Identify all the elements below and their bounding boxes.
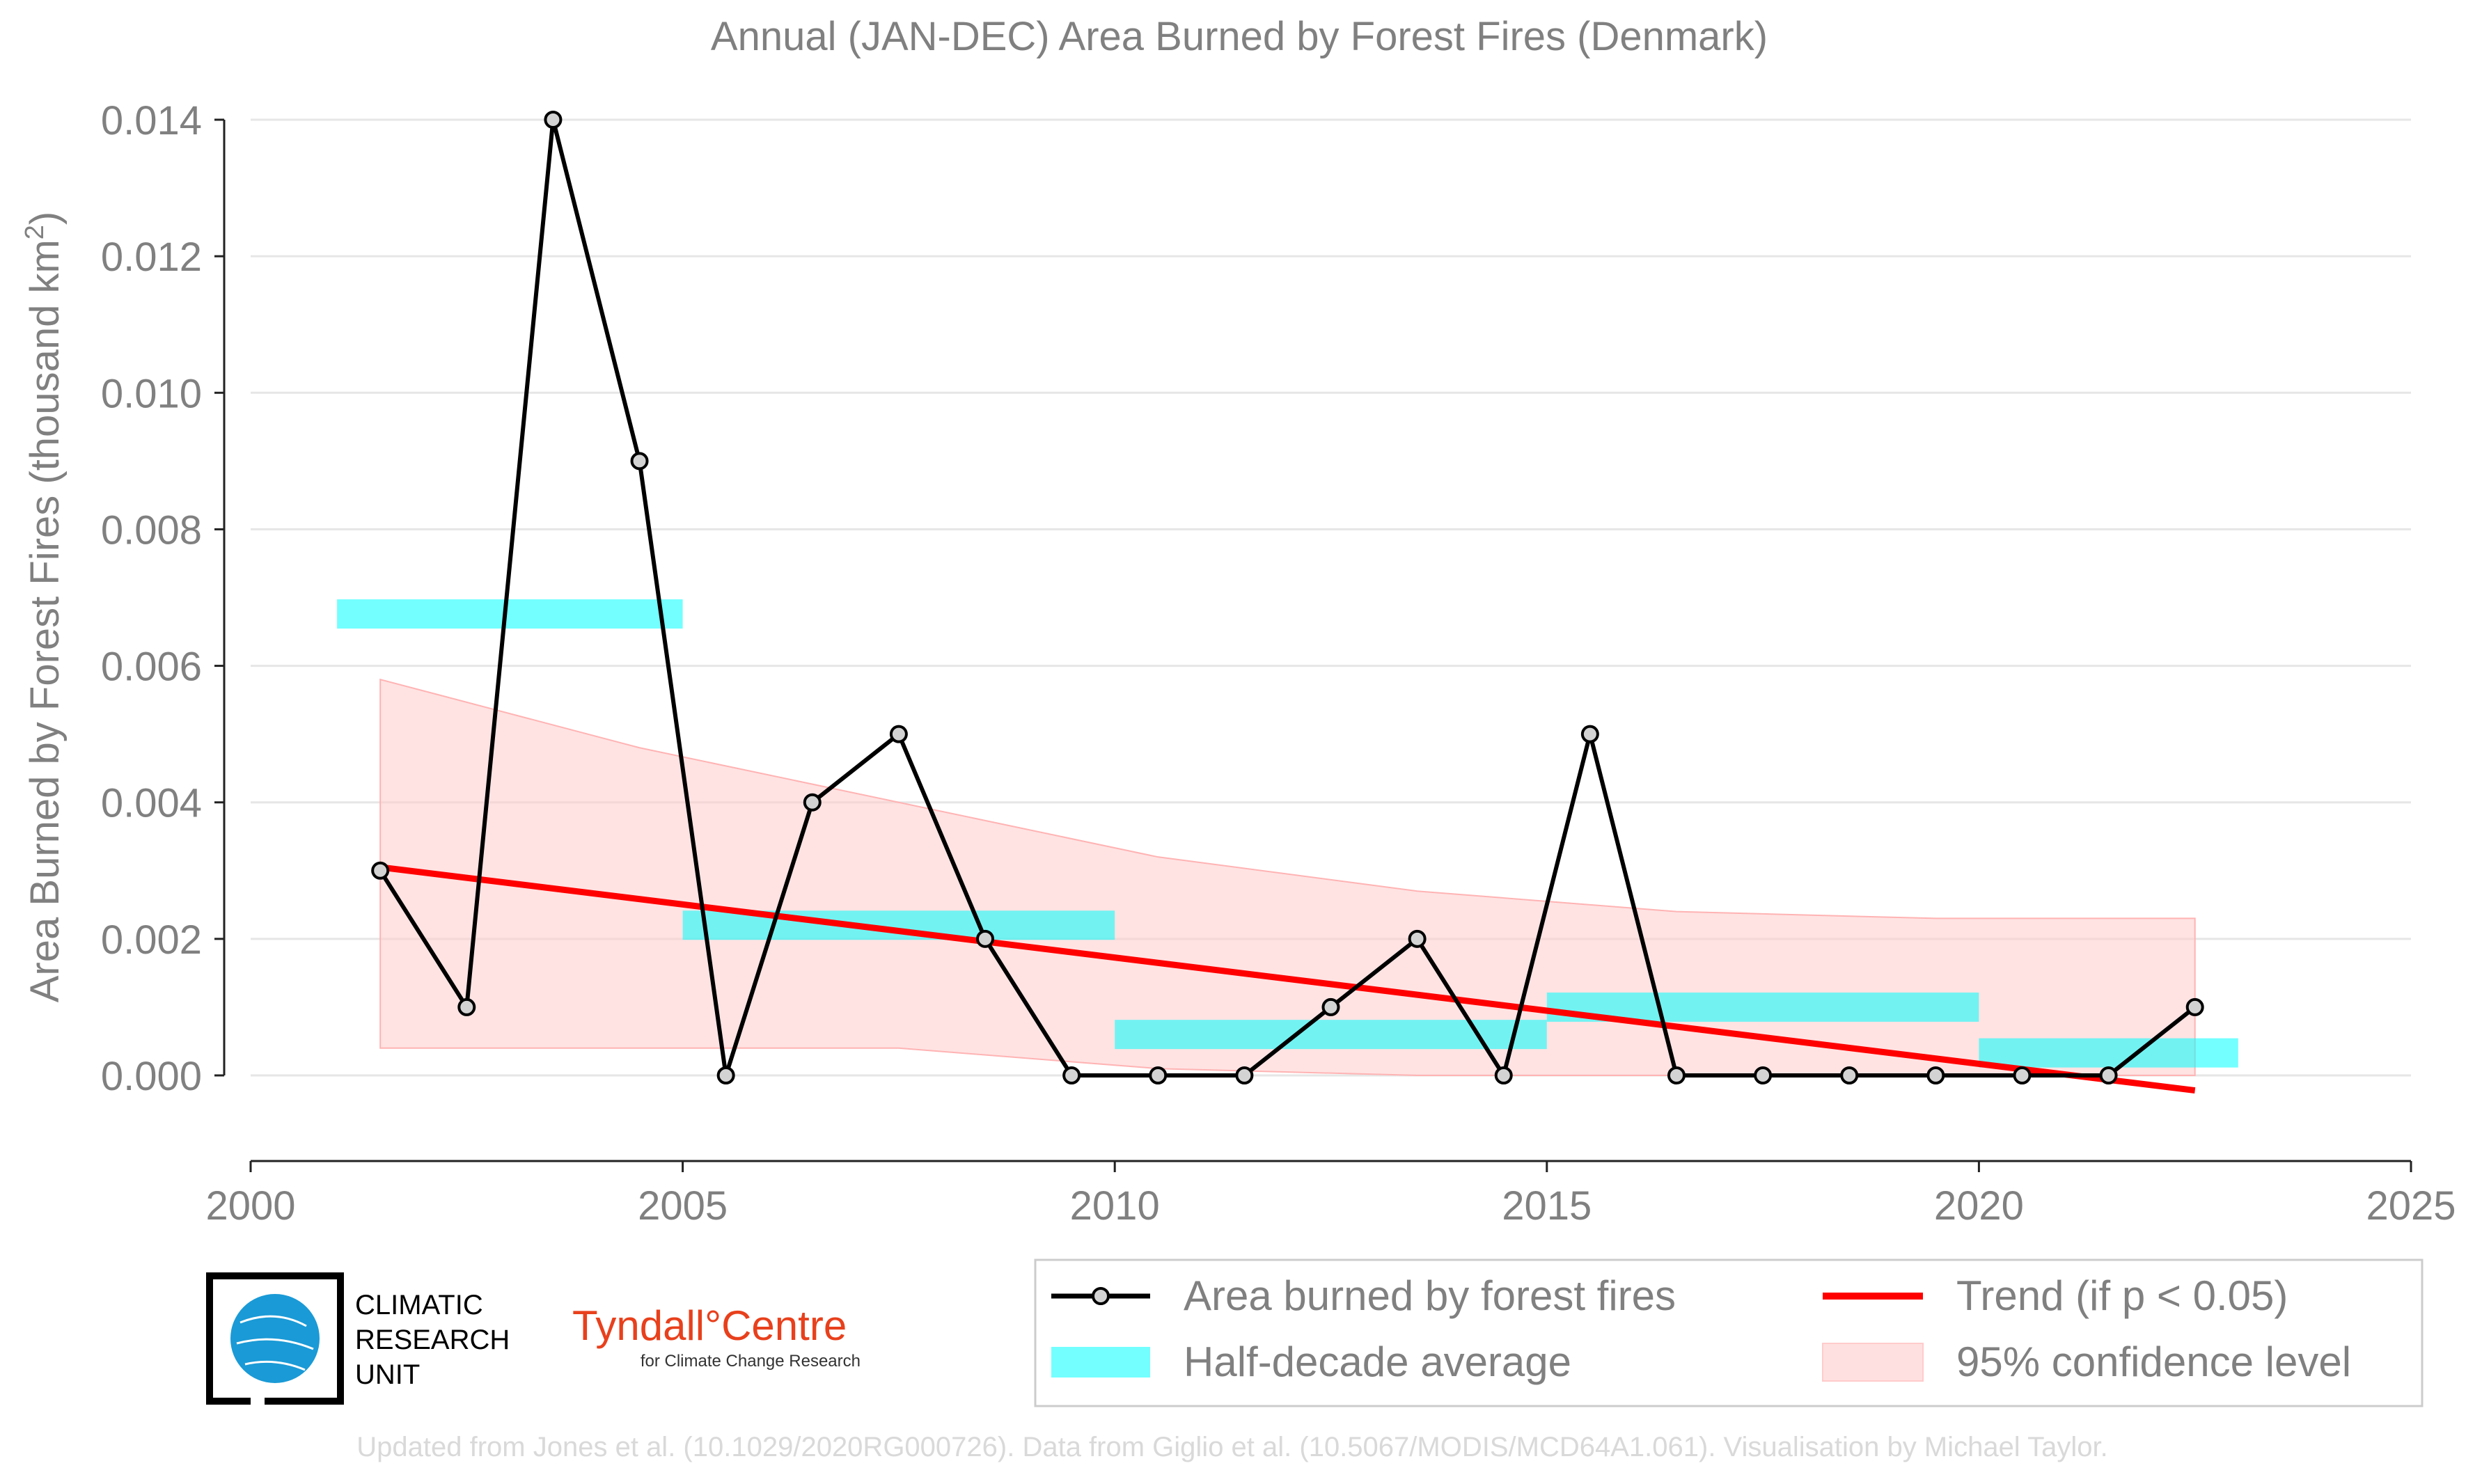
data-point-2 [544, 111, 563, 129]
y-axis-label: Area Burned by Forest Fires (thousand km… [20, 212, 68, 1003]
confidence-area [379, 678, 2196, 1076]
data-point-16 [1754, 1066, 1773, 1084]
legend-swatch-confidence [1822, 1343, 1924, 1382]
data-point-10 [1235, 1066, 1254, 1084]
legend-label-series: Area burned by forest fires [1184, 1272, 1676, 1319]
data-point-1 [457, 997, 476, 1016]
data-point-19 [2013, 1066, 2032, 1084]
half-decade-bars [337, 599, 2238, 1068]
data-point-13 [1494, 1066, 1513, 1084]
half-decade-bar-2 [1115, 1020, 1547, 1050]
cru-text-2: RESEARCH [355, 1325, 510, 1355]
chart-title: Annual (JAN-DEC) Area Burned by Forest F… [711, 14, 1768, 59]
data-point-9 [1149, 1066, 1168, 1084]
data-point-8 [1062, 1066, 1081, 1084]
y-axis-label-end: ) [22, 212, 68, 225]
data-point-12 [1408, 929, 1427, 948]
legend-label-halfdecade: Half-decade average [1184, 1339, 1571, 1385]
data-point-4 [716, 1066, 735, 1084]
series-line [378, 119, 2197, 1081]
y-tick-label-0: 0.000 [101, 1054, 202, 1099]
cru-text-1: CLIMATIC [355, 1290, 483, 1320]
data-point-3 [630, 452, 649, 471]
confidence-band [379, 678, 2196, 1076]
legend-box [1034, 1258, 2424, 1407]
data-point-18 [1926, 1066, 1945, 1084]
tyndall-logo: Tyndall°Centre for Climate Change Resear… [572, 1302, 861, 1371]
legend-swatch-halfdecade [1051, 1347, 1150, 1378]
data-point-17 [1840, 1066, 1859, 1084]
trend-segment [379, 864, 2196, 1094]
x-tick-label-4: 2020 [1934, 1183, 2024, 1229]
y-axis-label-main: Area Burned by Forest Fires (thousand km [22, 239, 68, 1002]
x-tick-label-0: 2000 [205, 1183, 295, 1229]
y-tick-label-7: 0.014 [101, 98, 202, 143]
x-tick-label-3: 2015 [1502, 1183, 1592, 1229]
data-point-0 [371, 861, 390, 880]
data-point-6 [889, 725, 908, 743]
data-point-15 [1667, 1066, 1686, 1084]
y-tick-label-5: 0.010 [101, 371, 202, 416]
legend-label-confidence: 95% confidence level [1956, 1339, 2351, 1385]
tyndall-main-text: Tyndall°Centre [572, 1302, 847, 1349]
x-tick-label-1: 2005 [638, 1183, 728, 1229]
trend-line [379, 864, 2196, 1094]
data-point-14 [1580, 725, 1599, 743]
data-point-21 [2185, 997, 2204, 1016]
x-tick-label-2: 2010 [1070, 1183, 1160, 1229]
cru-logo: CLIMATIC RESEARCH UNIT [206, 1272, 510, 1405]
half-decade-bar-0 [337, 599, 683, 629]
tyndall-sub-text: for Climate Change Research [641, 1352, 861, 1371]
legend-label-trend: Trend (if p < 0.05) [1956, 1272, 2288, 1319]
legend-swatch-marker [1092, 1287, 1110, 1305]
y-tick-label-1: 0.002 [101, 917, 202, 963]
data-point-5 [803, 793, 822, 812]
half-decade-bar-4 [1979, 1038, 2238, 1068]
y-tick-label-2: 0.004 [101, 781, 202, 826]
series-area-burned [371, 111, 2204, 1084]
data-point-11 [1321, 997, 1340, 1016]
y-axis-label-sup: 2 [20, 225, 49, 239]
data-point-20 [2099, 1066, 2118, 1084]
footer-credit: Updated from Jones et al. (10.1029/2020R… [356, 1432, 2107, 1462]
data-point-7 [976, 929, 995, 948]
y-tick-label-3: 0.006 [101, 645, 202, 690]
y-tick-label-6: 0.012 [101, 235, 202, 280]
legend: Area burned by forest fires Half-decade … [1034, 1258, 2424, 1407]
axes: 0.000 0.002 0.004 0.006 0.008 0.010 0.012 0.014… [101, 98, 2456, 1229]
y-tick-label-4: 0.008 [101, 507, 202, 553]
cru-text-3: UNIT [355, 1359, 420, 1390]
x-tick-label-5: 2025 [2366, 1183, 2456, 1229]
